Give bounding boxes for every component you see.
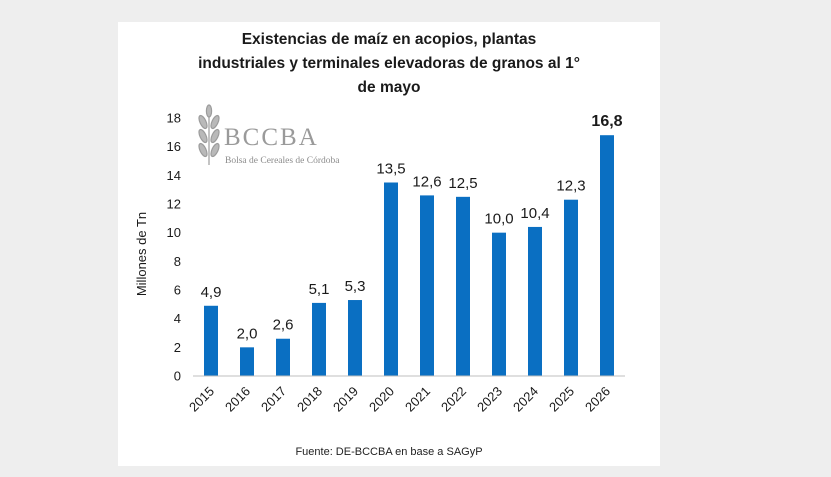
x-tick-label: 2024 <box>510 384 541 415</box>
chart-title-line-2: industriales y terminales elevadoras de … <box>198 55 580 72</box>
y-tick-label: 4 <box>174 311 181 326</box>
data-labels: 4,9 2,0 2,6 5,1 5,3 13,5 12,6 12,5 10,0 10,4 12,3 1… <box>201 113 623 342</box>
x-tick-label: 2015 <box>186 384 217 415</box>
data-label: 12,6 <box>412 173 441 190</box>
chart-title-line-3: de mayo <box>357 79 421 96</box>
y-tick-label: 18 <box>167 111 181 126</box>
data-label: 10,4 <box>520 205 549 222</box>
data-label: 2,6 <box>273 317 294 334</box>
bar <box>204 305 218 376</box>
data-label: 2,0 <box>237 325 258 342</box>
x-tick-label: 2026 <box>582 384 613 415</box>
y-axis-ticks: 0 2 4 6 8 10 12 14 16 18 <box>167 111 181 384</box>
bar <box>276 338 290 376</box>
y-tick-label: 6 <box>174 283 181 298</box>
chart-title: Existencias de maíz en acopios, plantas … <box>118 28 660 100</box>
x-tick-label: 2018 <box>294 384 325 415</box>
x-tick-label: 2020 <box>366 384 397 415</box>
x-tick-label: 2022 <box>438 384 469 415</box>
bar <box>456 196 470 376</box>
data-label: 12,5 <box>448 175 477 192</box>
x-tick-label: 2016 <box>222 384 253 415</box>
y-tick-label: 10 <box>167 225 181 240</box>
logo-name: BCCBA <box>224 124 319 151</box>
chart-title-line-1: Existencias de maíz en acopios, plantas <box>241 31 537 48</box>
bar <box>240 347 254 376</box>
bar <box>312 302 326 376</box>
x-tick-label: 2023 <box>474 384 505 415</box>
wheat-icon <box>198 104 220 165</box>
bar <box>492 232 506 376</box>
bar <box>420 195 434 376</box>
y-axis-label: Millones de Tn <box>134 212 149 296</box>
bar <box>564 199 578 376</box>
data-label: 10,0 <box>484 211 513 228</box>
bar <box>600 135 614 376</box>
bars <box>204 135 614 376</box>
y-tick-label: 0 <box>174 369 181 384</box>
y-tick-label: 2 <box>174 340 181 355</box>
bar <box>348 300 362 376</box>
data-label: 5,3 <box>345 278 366 295</box>
logo-subtitle: Bolsa de Cereales de Córdoba <box>225 156 340 166</box>
chart-card: Existencias de maíz en acopios, plantas … <box>118 22 660 466</box>
data-label: 4,9 <box>201 284 222 301</box>
bccba-logo: BCCBA Bolsa de Cereales de Córdoba <box>198 104 340 166</box>
source-note: Fuente: DE-BCCBA en base a SAGyP <box>295 446 483 458</box>
x-tick-label: 2019 <box>330 384 361 415</box>
bar <box>384 182 398 376</box>
x-tick-label: 2021 <box>402 384 433 415</box>
y-tick-label: 16 <box>167 139 181 154</box>
x-axis-ticks: 2015 2016 2017 2018 2019 2020 2021 2022 2023 2024… <box>186 384 613 415</box>
data-label: 13,5 <box>376 161 405 178</box>
x-tick-label: 2025 <box>546 384 577 415</box>
x-tick-label: 2017 <box>258 384 289 415</box>
data-label: 12,3 <box>556 178 585 195</box>
y-tick-label: 8 <box>174 254 181 269</box>
bar <box>528 226 542 376</box>
data-label: 16,8 <box>591 113 622 130</box>
chart-plot: BCCBA Bolsa de Cereales de Córdoba Millo… <box>134 104 625 415</box>
data-label: 5,1 <box>309 281 330 298</box>
y-tick-label: 14 <box>167 168 181 183</box>
y-tick-label: 12 <box>167 197 181 212</box>
